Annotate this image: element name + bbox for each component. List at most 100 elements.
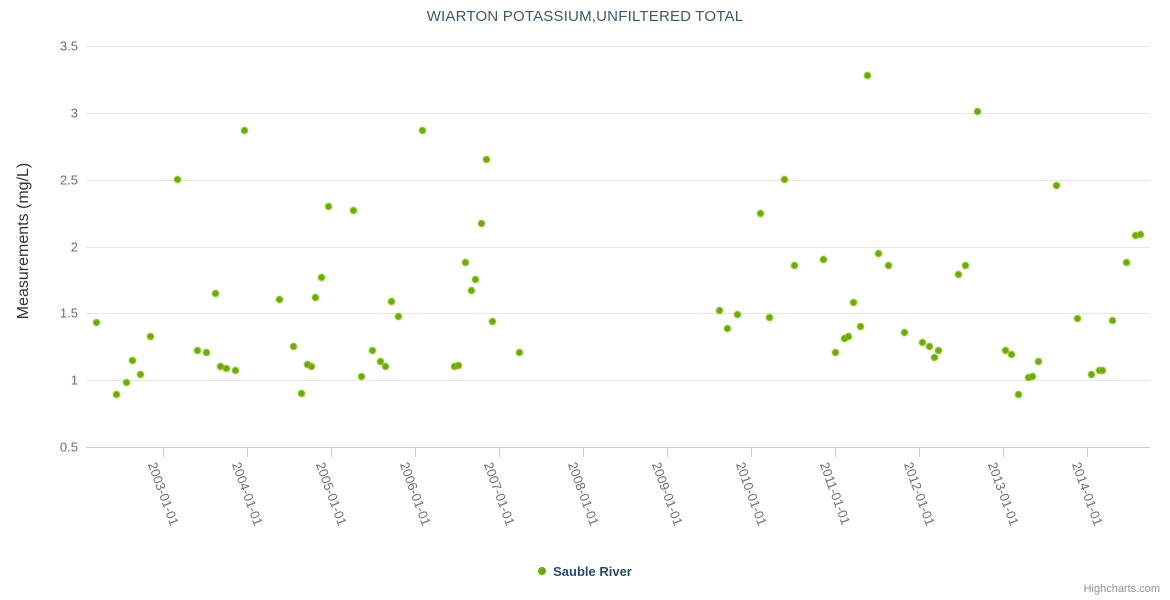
data-point[interactable] [722, 323, 732, 333]
data-point[interactable] [848, 298, 858, 308]
data-point[interactable] [316, 272, 326, 282]
x-axis-tick-mark [835, 448, 837, 457]
chart-legend: Sauble River [0, 563, 1170, 579]
data-point[interactable] [831, 347, 841, 357]
data-point[interactable] [1000, 346, 1010, 356]
data-point[interactable] [764, 312, 774, 322]
data-point[interactable] [972, 106, 982, 116]
x-axis-tick-label: 2004-01-01 [228, 460, 266, 528]
data-point[interactable] [470, 275, 480, 285]
data-point[interactable] [323, 201, 333, 211]
gridline [86, 313, 1150, 315]
data-point[interactable] [467, 286, 477, 296]
data-point[interactable] [296, 389, 306, 399]
legend-marker-dot [538, 566, 547, 575]
data-point[interactable] [953, 270, 963, 280]
data-point[interactable] [924, 342, 934, 352]
data-point[interactable] [135, 370, 145, 380]
data-point[interactable] [202, 347, 212, 357]
data-point[interactable] [1073, 314, 1083, 324]
y-axis-tick-label: 3.5 [59, 38, 78, 54]
data-point[interactable] [862, 70, 872, 80]
data-point[interactable] [239, 125, 249, 135]
y-axis-tick-label: 1 [70, 372, 78, 388]
legend-item-sauble-river[interactable]: Sauble River [538, 563, 632, 579]
x-axis-tick-label: 2006-01-01 [396, 460, 434, 528]
x-axis-tick-label: 2012-01-01 [900, 460, 938, 528]
credits-link[interactable]: Highcharts.com [1083, 583, 1160, 595]
y-axis-tick-label: 0.5 [59, 439, 78, 455]
data-point[interactable] [349, 205, 359, 215]
x-axis-tick-label: 2003-01-01 [144, 460, 182, 528]
data-point[interactable] [376, 356, 386, 366]
data-point[interactable] [211, 288, 221, 298]
data-point[interactable] [755, 208, 765, 218]
data-point[interactable] [1051, 180, 1061, 190]
data-point[interactable] [790, 260, 800, 270]
data-point[interactable] [476, 219, 486, 229]
data-point[interactable] [231, 366, 241, 376]
data-point[interactable] [1135, 229, 1145, 239]
data-point[interactable] [288, 342, 298, 352]
data-point[interactable] [393, 311, 403, 321]
data-point[interactable] [172, 175, 182, 185]
data-point[interactable] [482, 155, 492, 165]
data-point[interactable] [368, 346, 378, 356]
data-point[interactable] [92, 318, 102, 328]
data-point[interactable] [933, 346, 943, 356]
x-axis-tick-mark [919, 448, 921, 457]
gridline [86, 46, 1150, 47]
data-point[interactable] [386, 296, 396, 306]
y-axis-tick-label: 1.5 [59, 305, 78, 321]
gridline [86, 246, 1150, 248]
gridline [86, 380, 1150, 382]
data-point[interactable] [307, 362, 317, 372]
x-axis-tick-label: 2007-01-01 [480, 460, 518, 528]
x-axis-tick-mark [331, 448, 332, 457]
data-point[interactable] [274, 295, 284, 305]
data-point[interactable] [900, 327, 910, 337]
data-point[interactable] [454, 360, 464, 370]
data-point[interactable] [1034, 356, 1044, 366]
x-axis-tick-mark [498, 448, 500, 457]
data-point[interactable] [146, 331, 156, 341]
data-point[interactable] [874, 248, 884, 258]
data-point[interactable] [112, 390, 122, 400]
data-point[interactable] [732, 310, 742, 320]
data-point[interactable] [417, 125, 427, 135]
data-point[interactable] [960, 260, 970, 270]
x-axis-tick-mark [246, 448, 248, 457]
data-point[interactable] [855, 322, 865, 332]
data-point[interactable] [818, 255, 828, 265]
y-axis-tick-label: 2.5 [59, 172, 78, 188]
data-point[interactable] [515, 347, 525, 357]
data-point[interactable] [1014, 390, 1024, 400]
data-point[interactable] [121, 378, 131, 388]
data-point[interactable] [193, 346, 203, 356]
data-point[interactable] [222, 363, 232, 373]
data-point[interactable] [917, 338, 927, 348]
data-point[interactable] [461, 258, 471, 268]
data-point[interactable] [310, 292, 320, 302]
data-point[interactable] [1121, 258, 1131, 268]
x-axis-tick-label: 2013-01-01 [985, 460, 1022, 528]
data-point[interactable] [488, 316, 498, 326]
data-point[interactable] [1098, 366, 1108, 376]
data-point[interactable] [1006, 350, 1016, 360]
data-point[interactable] [1028, 371, 1038, 381]
x-axis-tick-mark [1087, 448, 1089, 457]
data-point[interactable] [127, 355, 137, 365]
data-point[interactable] [357, 371, 367, 381]
data-point[interactable] [883, 260, 893, 270]
data-point[interactable] [844, 331, 854, 341]
data-point[interactable] [714, 306, 724, 316]
data-point[interactable] [1087, 370, 1097, 380]
data-point[interactable] [1107, 315, 1117, 325]
y-axis-tick-label: 2 [70, 239, 78, 254]
data-point[interactable] [779, 175, 789, 185]
x-axis-tick-label: 2008-01-01 [564, 460, 602, 528]
x-axis-tick-mark [751, 448, 753, 457]
data-point[interactable] [380, 362, 390, 372]
x-axis-tick-label: 2014-01-01 [1069, 460, 1106, 528]
data-point[interactable] [930, 352, 940, 362]
